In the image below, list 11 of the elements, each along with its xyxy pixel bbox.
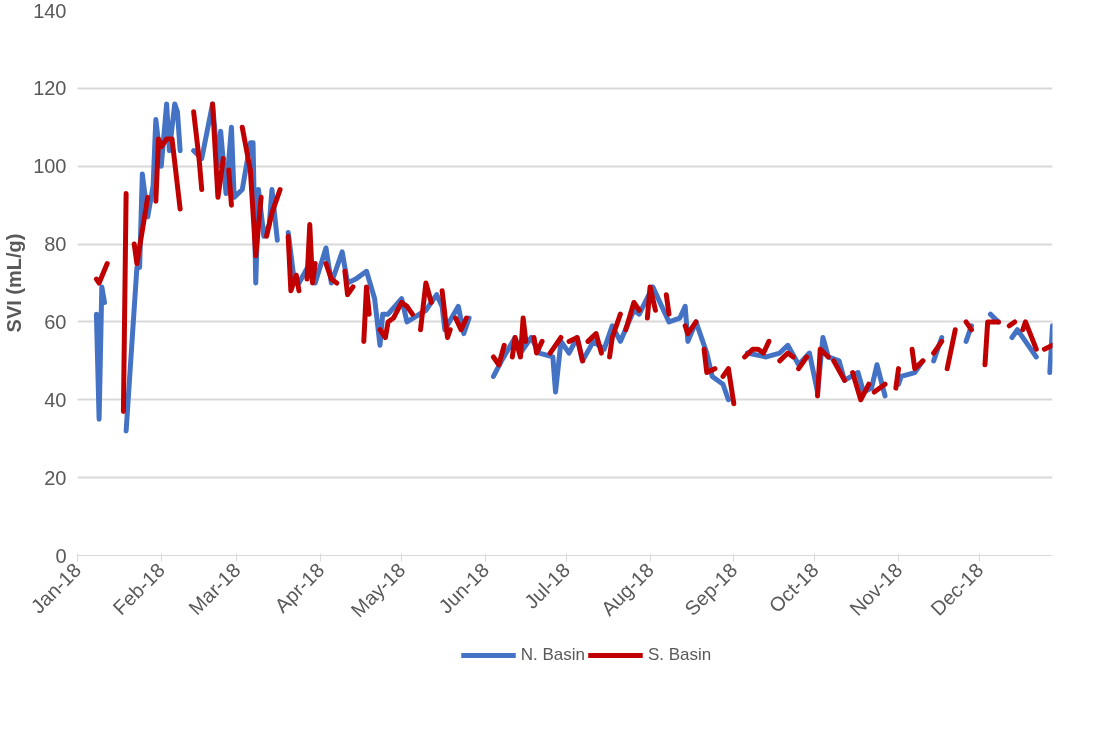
y-axis-title: SVI (mL/g) [3,233,26,333]
y-tick-label: 60 [44,310,67,333]
y-tick-label: 140 [33,0,67,22]
y-tick-label: 100 [33,155,67,178]
y-tick-label: 80 [44,233,67,256]
y-tick-label: 0 [55,544,67,567]
legend-label: N. Basin [520,644,585,665]
y-tick-label: 120 [33,77,67,100]
legend-label: S. Basin [647,644,712,665]
y-tick-label: 40 [44,388,67,411]
y-tick-label: 20 [44,466,67,489]
